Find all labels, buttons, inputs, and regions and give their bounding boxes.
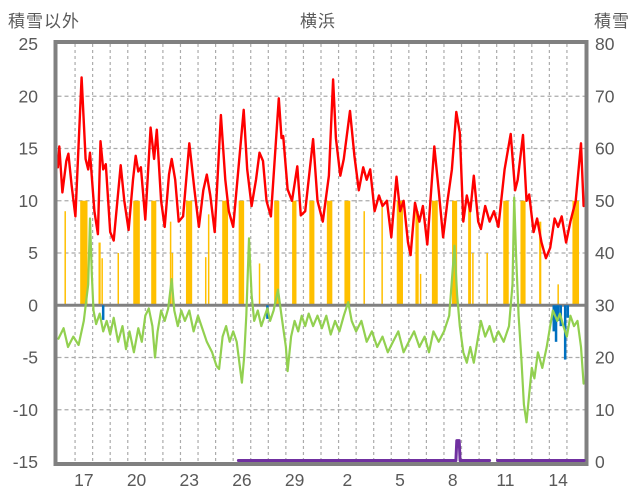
x-axis-tick: 29 [285, 470, 304, 490]
sunshine-bar [520, 200, 526, 306]
right-axis-tick: 30 [595, 295, 615, 315]
sunshine-bar [431, 200, 438, 306]
sunshine-bar [133, 200, 140, 306]
snow-depth-line [236, 439, 492, 462]
precipitation-bar [101, 305, 105, 320]
sunshine-bar [151, 200, 157, 306]
right-axis-tick: 0 [595, 452, 605, 472]
chart-title: 横浜 [300, 12, 336, 31]
sunshine-bar [344, 200, 351, 306]
right-axis-title: 積雪 [594, 12, 630, 31]
sunshine-bar [185, 200, 193, 306]
dew-point-series [57, 196, 585, 424]
left-axis-title: 積雪以外 [8, 12, 80, 31]
gridlines [57, 44, 585, 462]
plot-border [53, 40, 589, 466]
x-axis-tick: 11 [496, 470, 514, 490]
sunshine-series [64, 200, 580, 306]
left-axis-tick: -10 [13, 400, 39, 420]
sunshine-bar [486, 253, 488, 306]
left-axis-tick: 25 [19, 34, 38, 54]
sunshine-bar [572, 200, 580, 306]
sunshine-bar [381, 200, 383, 306]
precipitation-bar [556, 305, 560, 321]
temperature-line [56, 76, 585, 260]
sunshine-bar [309, 200, 315, 306]
x-axis-tick: 14 [548, 470, 568, 490]
sunshine-bar [396, 200, 403, 306]
sunshine-bar [557, 284, 559, 306]
sunshine-bar [415, 211, 419, 306]
left-axis-tick: -5 [22, 348, 38, 368]
sunshine-bar [238, 200, 245, 306]
x-axis-tick: 8 [448, 470, 458, 490]
sunshine-bar [472, 253, 474, 306]
x-axis-tick: 2 [342, 470, 352, 490]
dew-point-line [57, 196, 585, 424]
sunshine-bar [258, 263, 261, 306]
sunshine-bar [419, 273, 422, 306]
sunshine-bar [326, 200, 333, 306]
right-axis-tick: 70 [595, 86, 615, 106]
sunshine-bar [468, 201, 472, 306]
right-axis-tick: 50 [595, 191, 615, 211]
sunshine-bar [539, 221, 542, 306]
sunshine-bar [80, 200, 88, 306]
snow-depth-series [236, 439, 586, 462]
left-axis-tick: 15 [19, 139, 38, 159]
sunshine-bar [64, 211, 66, 306]
x-axis-tick: 20 [127, 470, 147, 490]
sunshine-bar [169, 221, 172, 306]
x-axis-tick: 5 [395, 470, 405, 490]
sunshine-bar [222, 200, 229, 306]
sunshine-bar [292, 200, 297, 306]
sunshine-bar [363, 211, 365, 306]
sunshine-bar [207, 214, 210, 306]
left-axis-tick: 5 [28, 243, 38, 263]
left-axis-tick: 10 [19, 191, 39, 211]
right-axis-tick: 80 [595, 34, 615, 54]
left-axis-tick: 20 [19, 86, 39, 106]
sunshine-bar [503, 200, 509, 306]
right-axis-tick: 40 [595, 243, 615, 263]
precipitation-bar [566, 305, 570, 318]
precipitation-bar [554, 305, 558, 342]
x-axis-tick: 17 [74, 470, 93, 490]
sunshine-bar [117, 253, 120, 306]
left-axis-tick: -15 [13, 452, 38, 472]
precipitation-bar [552, 305, 556, 332]
sunshine-bar [98, 242, 101, 306]
x-axis-tick: 23 [180, 470, 199, 490]
temperature-series [56, 76, 585, 260]
right-axis-tick: 10 [595, 400, 615, 420]
right-axis-tick: 60 [595, 139, 615, 159]
sunshine-bar [204, 257, 207, 306]
left-axis-tick: 0 [28, 295, 38, 315]
sunshine-bar [101, 258, 103, 306]
sunshine-bar [274, 200, 280, 306]
right-axis-tick: 20 [595, 348, 615, 368]
x-axis-tick: 26 [232, 470, 251, 490]
